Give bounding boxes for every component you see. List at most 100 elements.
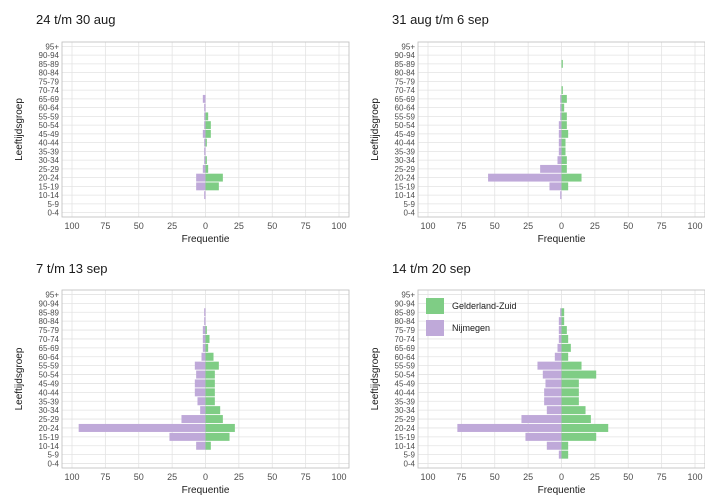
x-tick-label: 50: [490, 221, 500, 231]
bar-gelderland-zuid: [205, 423, 235, 432]
bar-gelderland-zuid: [561, 173, 582, 182]
bar-gelderland-zuid: [205, 121, 211, 130]
x-tick-label: 50: [623, 472, 633, 482]
x-tick-label: 25: [167, 472, 177, 482]
bar-nijmegen: [204, 317, 206, 326]
y-tick-label: 30-34: [39, 406, 60, 415]
bar-nijmegen: [204, 147, 206, 156]
y-tick-label: 60-64: [39, 104, 60, 113]
y-tick-label: 80-84: [39, 69, 60, 78]
x-axis-label: Frequentie: [182, 234, 230, 245]
x-tick-label: 100: [331, 472, 346, 482]
bar-gelderland-zuid: [205, 397, 215, 406]
x-axis-label: Frequentie: [538, 485, 586, 496]
bar-nijmegen: [558, 326, 562, 335]
bar-gelderland-zuid: [205, 370, 215, 379]
panel-title: 31 aug t/m 6 sep: [392, 12, 489, 27]
y-tick-label: 20-24: [39, 174, 60, 183]
panel-title: 24 t/m 30 aug: [36, 12, 116, 27]
chart-panel: 7 t/m 13 sep 0-45-910-1415-1920-2425-2930…: [14, 261, 350, 496]
bar-gelderland-zuid: [561, 156, 567, 165]
y-tick-label: 15-19: [39, 182, 60, 191]
bar-nijmegen: [78, 423, 206, 432]
bar-gelderland-zuid: [205, 352, 214, 361]
bar-gelderland-zuid: [205, 388, 215, 397]
bar-nijmegen: [544, 388, 562, 397]
y-tick-label: 45-49: [395, 379, 416, 388]
y-tick-label: 70-74: [395, 335, 416, 344]
bar-gelderland-zuid: [205, 379, 215, 388]
y-tick-label: 35-39: [39, 397, 60, 406]
y-tick-label: 40-44: [395, 139, 416, 148]
bar-nijmegen: [521, 415, 562, 424]
x-tick-label: 50: [623, 221, 633, 231]
y-tick-label: 65-69: [39, 344, 60, 353]
bar-gelderland-zuid: [205, 326, 207, 335]
bar-nijmegen: [194, 361, 206, 370]
x-tick-label: 0: [559, 472, 564, 482]
bar-gelderland-zuid: [561, 182, 569, 191]
y-tick-label: 80-84: [395, 69, 416, 78]
y-tick-label: 65-69: [39, 95, 60, 104]
x-axis-label: Frequentie: [538, 234, 586, 245]
bar-nijmegen: [558, 317, 562, 326]
bar-gelderland-zuid: [205, 361, 219, 370]
bar-nijmegen: [557, 343, 562, 352]
bar-nijmegen: [488, 173, 562, 182]
x-tick-label: 100: [420, 221, 435, 231]
y-tick-label: 40-44: [39, 388, 60, 397]
y-axis-label: Leeftijdsgroep: [370, 347, 381, 410]
x-tick-label: 75: [657, 472, 667, 482]
y-axis-label: Leeftijdsgroep: [14, 98, 25, 161]
x-tick-label: 75: [657, 221, 667, 231]
bar-nijmegen: [204, 112, 206, 121]
bar-gelderland-zuid: [205, 441, 211, 450]
y-tick-label: 35-39: [39, 147, 60, 156]
y-tick-label: 90-94: [395, 299, 416, 308]
plot-border: [61, 289, 350, 469]
x-tick-label: 25: [523, 221, 533, 231]
y-tick-label: 30-34: [395, 406, 416, 415]
y-tick-label: 10-14: [39, 191, 60, 200]
bar-nijmegen: [196, 441, 206, 450]
x-tick-label: 25: [234, 472, 244, 482]
x-tick-label: 100: [64, 472, 79, 482]
bar-nijmegen: [196, 182, 206, 191]
bar-nijmegen: [194, 388, 206, 397]
x-tick-label: 100: [331, 221, 346, 231]
bar-nijmegen: [540, 164, 562, 173]
x-tick-label: 50: [267, 221, 277, 231]
x-tick-label: 75: [456, 221, 466, 231]
y-tick-label: 60-64: [39, 353, 60, 362]
y-tick-label: 75-79: [39, 326, 60, 335]
y-tick-label: 95+: [401, 42, 415, 51]
y-tick-label: 70-74: [39, 335, 60, 344]
x-tick-label: 75: [100, 472, 110, 482]
bar-nijmegen: [545, 379, 562, 388]
y-tick-label: 20-24: [39, 424, 60, 433]
bar-nijmegen: [204, 138, 206, 147]
y-tick-label: 30-34: [39, 156, 60, 165]
y-tick-label: 25-29: [39, 165, 60, 174]
bar-nijmegen: [560, 103, 562, 112]
bar-nijmegen: [202, 129, 206, 138]
y-tick-label: 65-69: [395, 95, 416, 104]
y-tick-label: 70-74: [39, 86, 60, 95]
bar-gelderland-zuid: [561, 121, 567, 130]
y-tick-label: 45-49: [395, 130, 416, 139]
bar-gelderland-zuid: [561, 317, 565, 326]
x-tick-label: 50: [134, 472, 144, 482]
y-tick-label: 25-29: [395, 165, 416, 174]
y-tick-label: 0-4: [403, 209, 415, 218]
y-tick-label: 15-19: [395, 433, 416, 442]
y-tick-label: 15-19: [39, 433, 60, 442]
bar-gelderland-zuid: [561, 379, 579, 388]
y-tick-label: 65-69: [395, 344, 416, 353]
x-tick-label: 0: [203, 221, 208, 231]
y-tick-label: 85-89: [39, 308, 60, 317]
y-tick-label: 50-54: [39, 371, 60, 380]
bar-nijmegen: [558, 450, 562, 459]
bar-gelderland-zuid: [561, 326, 567, 335]
bar-gelderland-zuid: [561, 138, 566, 147]
